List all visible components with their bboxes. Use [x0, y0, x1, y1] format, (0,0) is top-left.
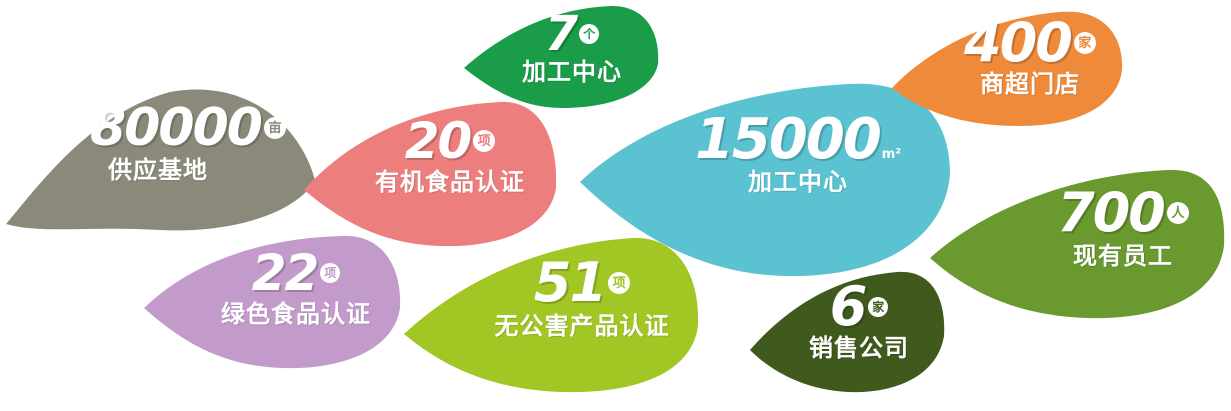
stat-number: 80000: [90, 98, 263, 158]
stat-label: 加工中心: [748, 168, 848, 196]
stat-number: 15000: [694, 107, 882, 172]
stat-unit: 家: [868, 297, 889, 317]
stat-label: 销售公司: [809, 334, 909, 362]
leaf-organic-certifications: 20 项 有机食品认证: [300, 98, 560, 250]
stat-label: 加工中心: [522, 58, 622, 86]
stat-unit: 项: [473, 130, 496, 152]
leaf-retail-stores: 400 家 商超门店: [890, 8, 1126, 128]
leaf-sales-companies: 6 家 销售公司: [748, 266, 948, 396]
stat-unit: 人: [1166, 202, 1189, 224]
stat-label: 现有员工: [1073, 242, 1173, 270]
stat-label: 无公害产品认证: [494, 312, 670, 340]
leaf-shape: [892, 11, 1123, 126]
stat-number: 6: [829, 275, 868, 338]
leaf-processing-centers-count: 7 个 加工中心: [462, 4, 662, 110]
stat-label: 商超门店: [980, 70, 1080, 98]
stat-unit: 家: [1073, 32, 1096, 54]
leaf-supply-bases: 80000 亩 供应基地: [0, 84, 318, 232]
stat-number: 7: [544, 6, 578, 62]
stat-number: 20: [404, 112, 473, 170]
stat-label: 有机食品认证: [375, 168, 525, 196]
stat-unit: 项: [608, 272, 631, 294]
stat-label: 供应基地: [108, 156, 208, 184]
leaf-shape: [464, 6, 659, 108]
leaf-pollution-free-certifications: 51 项 无公害产品认证: [402, 234, 702, 396]
stat-number: 700: [1057, 181, 1166, 244]
stat-unit: 个: [579, 24, 600, 44]
stat-label: 绿色食品认证: [221, 300, 371, 328]
stat-unit: 项: [320, 263, 341, 283]
stat-number: 22: [251, 244, 320, 302]
stat-unit: m²: [881, 147, 902, 162]
stat-number: 51: [533, 251, 607, 314]
leaf-shape: [930, 169, 1225, 319]
leaf-green-food-certifications: 22 项 绿色食品认证: [142, 232, 404, 372]
leaf-shape: [580, 83, 950, 277]
leaf-employees: 700 人 现有员工: [928, 166, 1228, 322]
leaf-shape: [750, 271, 945, 393]
leaf-processing-area: 15000 m² 加工中心: [578, 78, 954, 278]
stat-unit: 亩: [263, 117, 286, 139]
leaf-shape: [6, 89, 315, 231]
stat-number: 400: [964, 11, 1073, 74]
